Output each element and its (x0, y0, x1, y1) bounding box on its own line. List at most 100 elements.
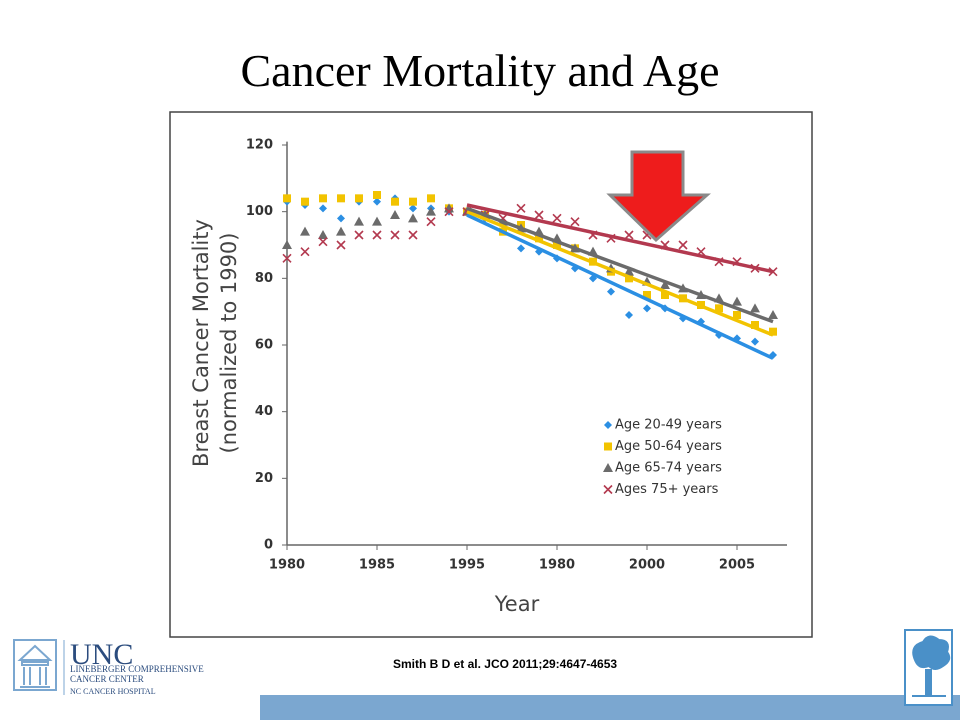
point (282, 240, 292, 249)
x-tick-label: 2005 (719, 558, 755, 573)
point (355, 194, 363, 203)
y-tick-label: 60 (255, 338, 273, 353)
point (624, 266, 634, 276)
y-tick-label: 100 (246, 204, 273, 219)
point (409, 197, 417, 206)
point (336, 226, 346, 236)
y-tick-label: 0 (264, 538, 273, 553)
chart-frame (169, 111, 813, 638)
logo-line: LINEBERGER COMPREHENSIVE (70, 664, 204, 674)
point (282, 253, 292, 263)
point (444, 207, 454, 217)
point (319, 204, 327, 213)
point (769, 327, 777, 336)
point (337, 194, 345, 203)
point (426, 206, 436, 216)
trend-line (466, 206, 774, 324)
point (372, 216, 382, 226)
point (625, 311, 633, 319)
point (535, 234, 543, 243)
point (660, 280, 670, 289)
point (516, 203, 526, 213)
legend-label: Ages 75+ years (615, 482, 719, 497)
logo-building (17, 644, 53, 688)
point (409, 204, 417, 213)
point (354, 216, 364, 226)
y-tick-label: 40 (255, 404, 273, 419)
point (390, 210, 400, 219)
point (408, 213, 418, 223)
point (607, 287, 615, 296)
arrow (606, 150, 711, 243)
point (733, 311, 741, 319)
point (336, 240, 346, 250)
point (624, 230, 634, 240)
logo-icon (13, 639, 57, 691)
point (768, 310, 778, 319)
point (301, 197, 309, 206)
legend-label: Age 50-64 years (615, 439, 722, 454)
point (426, 217, 436, 227)
legend-marker (604, 421, 612, 429)
x-axis-label: Year (494, 592, 540, 616)
point (300, 247, 310, 257)
x-tick-label: 1995 (449, 558, 485, 573)
point (391, 197, 399, 206)
point (408, 230, 418, 240)
point (300, 226, 310, 236)
point (643, 291, 651, 299)
point (661, 291, 669, 299)
point (318, 230, 328, 239)
point (751, 337, 759, 346)
legend-marker (603, 463, 613, 472)
citation: Smith B D et al. JCO 2011;29:4647-4653 (393, 657, 617, 671)
point (517, 244, 525, 253)
point (373, 197, 381, 206)
slide-title: Cancer Mortality and Age (240, 45, 719, 96)
y-tick-label: 120 (246, 138, 273, 153)
x-tick-label: 1985 (359, 558, 395, 573)
point (552, 213, 562, 223)
y-axis-label: Breast Cancer Mortality (189, 219, 213, 467)
unc-logo: UNC LINEBERGER COMPREHENSIVE CANCER CENT… (13, 638, 204, 696)
point (768, 267, 778, 277)
logo-line: NC CANCER HOSPITAL (70, 687, 156, 696)
tree-logo (904, 629, 953, 706)
point (319, 194, 327, 203)
point (318, 237, 328, 247)
point (553, 241, 561, 249)
point (678, 240, 688, 250)
point (751, 321, 759, 329)
y-axis-label: (normalized to 1990) (217, 233, 241, 454)
point (427, 194, 435, 203)
plot: 0 20 40 60 80 100 120 1980 1985 1995 1980 2000 2005 B… (189, 138, 787, 616)
footer-bar (260, 695, 960, 720)
x-tick-label: 1980 (539, 558, 575, 573)
point (570, 217, 580, 227)
y-tick-label: 80 (255, 271, 273, 286)
trend-line (466, 213, 774, 360)
logo-line: CANCER CENTER (70, 674, 144, 684)
legend-label: Age 65-74 years (615, 461, 722, 476)
tree (912, 635, 951, 697)
point (715, 304, 723, 313)
point (643, 304, 651, 313)
point (390, 230, 400, 240)
logo-name: UNC (70, 638, 133, 671)
point (534, 210, 544, 220)
x-tick-label: 1980 (269, 558, 305, 573)
trend-line (466, 210, 774, 337)
point (732, 296, 742, 306)
point (354, 230, 364, 240)
point (373, 191, 381, 199)
legend-marker (603, 484, 613, 495)
x-tick-label: 2000 (629, 558, 665, 573)
legend-label: Age 20-49 years (615, 418, 722, 433)
legend-marker (604, 442, 612, 451)
point (283, 194, 291, 203)
trend-line (466, 203, 774, 274)
point (372, 230, 382, 240)
point (750, 303, 760, 313)
